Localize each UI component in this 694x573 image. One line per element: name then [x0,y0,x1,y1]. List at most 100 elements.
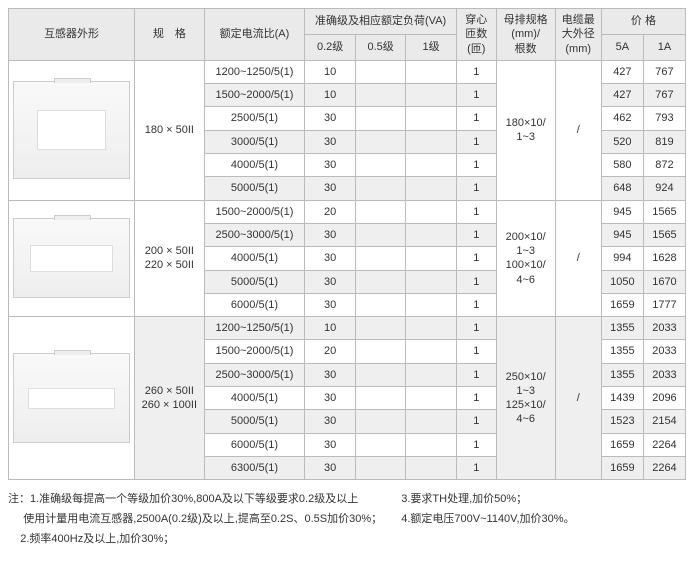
turns-cell: 1 [456,410,496,433]
device-icon [13,81,130,179]
accuracy-cell [406,154,456,177]
turns-cell: 1 [456,270,496,293]
th-p5a: 5A [601,34,643,60]
price-cell: 1355 [601,363,643,386]
accuracy-cell [355,154,405,177]
accuracy-cell [355,60,405,83]
ratio-cell: 2500~3000/5(1) [204,363,305,386]
accuracy-cell [406,84,456,107]
accuracy-cell [355,410,405,433]
price-cell: 2096 [643,387,685,410]
ratio-cell: 2500~3000/5(1) [204,223,305,246]
ratio-cell: 4000/5(1) [204,387,305,410]
table-row: 260 × 50II 260 × 100II1200~1250/5(1)1012… [9,317,686,340]
ratio-cell: 5000/5(1) [204,177,305,200]
accuracy-cell: 10 [305,84,355,107]
th-busbar: 母排规格 (mm)/ 根数 [496,9,555,61]
accuracy-cell [355,247,405,270]
accuracy-cell [355,293,405,316]
accuracy-cell [406,433,456,456]
ratio-cell: 6000/5(1) [204,433,305,456]
notes-block: 注：1.准确级每提高一个等级加价30%,800A及以下等级要求0.2级及以上 使… [8,490,686,549]
device-shape-cell [9,317,135,480]
price-cell: 945 [601,223,643,246]
ratio-cell: 1200~1250/5(1) [204,317,305,340]
accuracy-cell: 30 [305,456,355,479]
ratio-cell: 1500~2000/5(1) [204,340,305,363]
accuracy-cell: 30 [305,247,355,270]
price-cell: 767 [643,60,685,83]
accuracy-cell: 20 [305,200,355,223]
table-body: 180 × 50II1200~1250/5(1)101180×10/ 1~3/4… [9,60,686,479]
ratio-cell: 6300/5(1) [204,456,305,479]
spec-table: 互感器外形 规 格 额定电流比(A) 准确级及相应额定负荷(VA) 穿心 匝数 … [8,8,686,480]
price-cell: 2033 [643,317,685,340]
th-ratio: 额定电流比(A) [204,9,305,61]
price-cell: 2264 [643,456,685,479]
turns-cell: 1 [456,387,496,410]
turns-cell: 1 [456,340,496,363]
th-acc1: 1级 [406,34,456,60]
accuracy-cell: 30 [305,387,355,410]
turns-cell: 1 [456,293,496,316]
cable-cell: / [555,60,601,200]
accuracy-cell [355,130,405,153]
accuracy-cell [355,317,405,340]
note-3: 3.要求TH处理,加价50%； [401,493,527,505]
th-p1a: 1A [643,34,685,60]
price-cell: 462 [601,107,643,130]
ratio-cell: 2500/5(1) [204,107,305,130]
accuracy-cell [406,177,456,200]
price-cell: 648 [601,177,643,200]
turns-cell: 1 [456,60,496,83]
accuracy-cell [406,200,456,223]
accuracy-cell: 10 [305,60,355,83]
price-cell: 924 [643,177,685,200]
accuracy-cell [355,270,405,293]
price-cell: 1659 [601,433,643,456]
price-cell: 1777 [643,293,685,316]
cable-cell: / [555,200,601,316]
accuracy-cell [355,363,405,386]
device-icon [13,353,130,443]
busbar-cell: 180×10/ 1~3 [496,60,555,200]
notes-label: 注： [8,493,30,505]
price-cell: 520 [601,130,643,153]
device-icon [13,218,130,298]
price-cell: 1355 [601,340,643,363]
price-cell: 1628 [643,247,685,270]
price-cell: 945 [601,200,643,223]
accuracy-cell: 30 [305,107,355,130]
turns-cell: 1 [456,223,496,246]
price-cell: 2264 [643,433,685,456]
ratio-cell: 1200~1250/5(1) [204,60,305,83]
accuracy-cell [406,410,456,433]
accuracy-cell [406,270,456,293]
accuracy-cell [406,456,456,479]
price-cell: 1523 [601,410,643,433]
price-cell: 1565 [643,223,685,246]
spec-cell: 180 × 50II [135,60,204,200]
price-cell: 2154 [643,410,685,433]
price-cell: 1670 [643,270,685,293]
table-row: 180 × 50II1200~1250/5(1)101180×10/ 1~3/4… [9,60,686,83]
ratio-cell: 5000/5(1) [204,410,305,433]
ratio-cell: 6000/5(1) [204,293,305,316]
turns-cell: 1 [456,247,496,270]
price-cell: 2033 [643,363,685,386]
accuracy-cell: 30 [305,293,355,316]
th-cable: 电缆最 大外径 (mm) [555,9,601,61]
price-cell: 1050 [601,270,643,293]
price-cell: 2033 [643,340,685,363]
turns-cell: 1 [456,177,496,200]
accuracy-cell [355,177,405,200]
turns-cell: 1 [456,433,496,456]
busbar-cell: 250×10/ 1~3 125×10/ 4~6 [496,317,555,480]
price-cell: 767 [643,84,685,107]
accuracy-cell [406,293,456,316]
accuracy-cell: 30 [305,270,355,293]
accuracy-cell [355,340,405,363]
table-row: 200 × 50II 220 × 50II1500~2000/5(1)20120… [9,200,686,223]
price-cell: 1355 [601,317,643,340]
spec-cell: 200 × 50II 220 × 50II [135,200,204,316]
